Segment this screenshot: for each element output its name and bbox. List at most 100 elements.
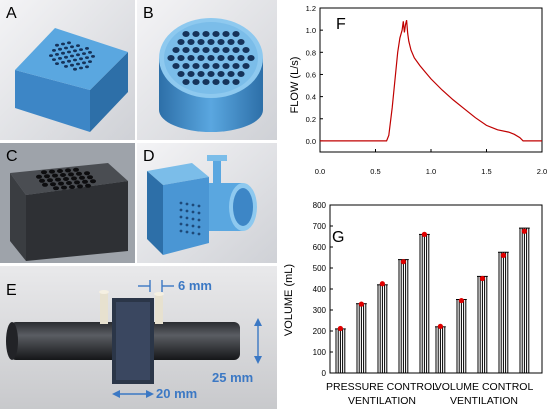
panel-label-c: C xyxy=(6,148,18,165)
hole-mark xyxy=(85,47,89,50)
hole-mark xyxy=(212,47,220,53)
hole-mark xyxy=(197,55,205,61)
panel-label-e: E xyxy=(6,282,17,299)
hole-mark xyxy=(55,62,59,65)
hole-mark xyxy=(39,178,45,183)
hole-mark xyxy=(179,229,183,233)
hole-mark xyxy=(82,179,88,184)
hole-mark xyxy=(191,217,195,221)
hole-mark xyxy=(84,171,90,176)
flow-ytick-label: 0.4 xyxy=(306,93,316,102)
hole-mark xyxy=(179,222,183,226)
hole-mark xyxy=(61,185,67,190)
hole-mark xyxy=(237,55,245,61)
hole-mark xyxy=(73,67,77,71)
hole-mark xyxy=(192,47,200,53)
volume-ytick-label: 400 xyxy=(313,285,327,294)
hole-mark xyxy=(202,31,210,37)
hole-mark xyxy=(64,46,68,50)
volume-marker xyxy=(358,301,364,307)
panel-label-d: D xyxy=(143,148,155,165)
hole-mark xyxy=(58,57,62,60)
volume-marker xyxy=(500,252,506,258)
hole-mark xyxy=(71,176,77,181)
panel-a: A xyxy=(0,0,135,140)
hole-mark xyxy=(177,39,185,45)
hole-mark xyxy=(66,181,72,185)
hole-mark xyxy=(185,202,189,206)
volume-marker xyxy=(458,297,464,304)
hole-mark xyxy=(58,181,64,186)
hole-mark xyxy=(222,79,230,85)
flow-ytick-label: 1.2 xyxy=(306,4,316,13)
flow-ytick-label: 0.0 xyxy=(306,137,316,146)
flow-ytick-label: 0.2 xyxy=(306,115,316,124)
volume-marker xyxy=(421,231,427,237)
volume-ytick-label: 200 xyxy=(313,327,327,336)
panel-label-f: F xyxy=(336,16,346,33)
hole-mark xyxy=(49,54,53,57)
volume-ytick-label: 600 xyxy=(313,243,327,252)
hole-mark xyxy=(47,178,53,183)
hole-mark xyxy=(76,171,82,176)
hole-mark xyxy=(187,71,195,77)
volume-marker xyxy=(379,281,385,287)
hole-mark xyxy=(65,168,71,173)
hole-mark xyxy=(237,39,245,45)
hole-mark xyxy=(79,175,85,180)
hole-mark xyxy=(182,63,190,69)
cube-model-render xyxy=(0,0,135,140)
hole-mark xyxy=(179,201,183,205)
printed-block-photo xyxy=(0,143,135,263)
hole-mark xyxy=(222,63,230,69)
hole-mark xyxy=(192,31,200,37)
flow-ytick-label: 0.8 xyxy=(306,48,316,57)
hole-mark xyxy=(61,42,65,46)
hole-mark xyxy=(197,232,201,236)
hole-mark xyxy=(217,39,225,45)
hole-mark xyxy=(74,180,80,185)
hole-mark xyxy=(212,31,220,37)
flow-ylabel: FLOW (L/s) xyxy=(289,57,301,114)
hole-mark xyxy=(82,52,86,55)
hole-mark xyxy=(88,60,92,63)
hole-mark xyxy=(167,55,175,61)
hole-mark xyxy=(88,51,92,54)
hole-mark xyxy=(197,211,201,215)
hole-mark xyxy=(67,59,71,63)
hole-mark xyxy=(197,218,201,222)
volume-marker xyxy=(400,259,406,265)
hole-mark xyxy=(82,61,86,65)
dimension-label-20mm: 20 mm xyxy=(156,386,198,401)
volume-marker xyxy=(521,228,527,234)
hole-mark xyxy=(207,71,215,77)
hole-mark xyxy=(68,172,74,177)
volume-ytick-label: 100 xyxy=(313,348,327,357)
adapter-model-render xyxy=(137,143,277,263)
hole-mark xyxy=(242,63,250,69)
hole-mark xyxy=(232,63,240,69)
hole-mark xyxy=(172,63,180,69)
hole-mark xyxy=(207,55,215,61)
panel-g: VOLUME (mL) PRESSURE CONTROL VENTILATION… xyxy=(280,195,550,409)
hole-mark xyxy=(76,44,80,47)
hole-mark xyxy=(91,55,95,58)
hole-mark xyxy=(185,216,189,220)
hole-mark xyxy=(227,39,235,45)
hole-mark xyxy=(227,71,235,77)
hole-mark xyxy=(52,49,56,52)
hole-mark xyxy=(52,58,56,61)
hole-mark xyxy=(232,79,240,85)
group-label-volume-line1: VOLUME CONTROL xyxy=(435,381,534,393)
hole-mark xyxy=(64,65,68,68)
hole-mark xyxy=(67,41,71,45)
group-label-pressure-line1: PRESSURE CONTROL xyxy=(326,381,438,393)
flow-xtick-label: 1.5 xyxy=(481,167,491,176)
hole-mark xyxy=(222,47,230,53)
hole-mark xyxy=(185,209,189,213)
panel-c: C xyxy=(0,143,135,263)
hole-mark xyxy=(55,43,59,47)
hole-mark xyxy=(177,55,185,61)
volume-ytick-label: 0 xyxy=(322,369,327,378)
hole-mark xyxy=(69,185,75,189)
